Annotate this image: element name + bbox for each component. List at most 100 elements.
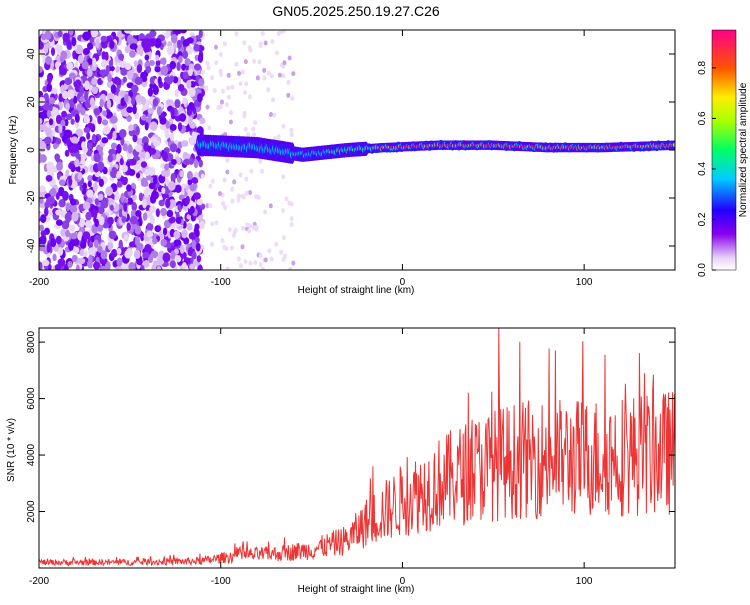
heatmap-cell [263, 40, 268, 46]
heatmap-cell [118, 129, 127, 138]
heatmap-cell [161, 151, 169, 162]
heatmap-cell [134, 236, 140, 246]
snr-panel: -200 -100 0 100 2000 4000 6000 8000 Height of … [6, 327, 676, 595]
heatmap-cell [181, 63, 187, 71]
heatmap-cell [67, 260, 73, 269]
heatmap-cell [214, 60, 219, 66]
heatmap-cell [236, 197, 241, 203]
heatmap-cell [196, 198, 204, 206]
heatmap-cell [39, 224, 45, 232]
heatmap-cell [246, 132, 251, 138]
heatmap-cell [87, 247, 96, 256]
heatmap-cell [58, 199, 66, 208]
heatmap-cell [98, 178, 104, 187]
heatmap-cell [253, 260, 258, 266]
heatmap-cell [128, 261, 136, 270]
heatmap-cell [193, 158, 199, 169]
heatmap-cell [52, 142, 58, 150]
heatmap-cell [133, 249, 141, 260]
heatmap-cell [234, 31, 239, 37]
heatmap-cell [169, 61, 177, 70]
heatmap-cell [122, 110, 129, 117]
heatmap-cell [132, 194, 137, 201]
heatmap-cell [182, 159, 191, 166]
heatmap-cell [266, 87, 271, 93]
heatmap-cell [96, 223, 104, 232]
heatmap-cell [291, 71, 296, 77]
heatmap-cell [75, 128, 84, 138]
heatmap-cell [207, 125, 212, 131]
heatmap-cell [176, 61, 181, 72]
heatmap-cell [281, 256, 286, 262]
heatmap-cell [171, 221, 176, 231]
heatmap-cell [174, 88, 180, 98]
heatmap-cell [115, 77, 122, 86]
heatmap-cell [116, 143, 122, 154]
heatmap-cell [45, 127, 53, 137]
heatmap-cell [236, 193, 241, 199]
heatmap-cell [191, 177, 198, 184]
heatmap-cell [129, 50, 136, 58]
heatmap-cell [225, 157, 230, 163]
heatmap-cell [39, 154, 47, 163]
heatmap-cell [189, 205, 195, 214]
heatmap-cell [79, 249, 84, 257]
heatmap-cell [132, 87, 137, 97]
heatmap-cell [54, 61, 60, 69]
heatmap-cell [182, 39, 190, 47]
heatmap-cell [107, 154, 113, 163]
heatmap-cell [83, 127, 91, 134]
heatmap-cell [70, 118, 75, 125]
heatmap-cell [55, 138, 62, 145]
heatmap-cell [82, 31, 90, 41]
heatmap-cell [132, 104, 137, 115]
heatmap-cell [218, 104, 223, 110]
heatmap-cell [181, 262, 188, 270]
heatmap-cell [173, 239, 182, 246]
heatmap-cell [193, 43, 200, 52]
heatmap-cell [39, 41, 44, 50]
heatmap-cell [289, 216, 294, 222]
heatmap-cell [77, 257, 86, 265]
heatmap-cell [93, 152, 101, 163]
heatmap-cell [39, 261, 43, 270]
heatmap-cell [135, 160, 143, 170]
heatmap-cell [169, 260, 176, 269]
heatmap-cell [93, 108, 101, 116]
heatmap-cell [144, 54, 150, 61]
heatmap-cell [56, 161, 63, 172]
heatmap-cell [78, 218, 86, 228]
heatmap-cell [242, 110, 247, 116]
heatmap-cell [84, 91, 89, 101]
heatmap-cell [110, 248, 118, 258]
heatmap-cell [97, 193, 104, 201]
heatmap-cell [55, 114, 62, 125]
heatmap-cell [271, 97, 276, 103]
heatmap-cell [262, 209, 267, 215]
heatmap-cell [145, 98, 150, 109]
heatmap-cell [289, 127, 294, 133]
heatmap-cell [46, 161, 55, 172]
heatmap-cell [122, 143, 128, 152]
heatmap-cell [159, 123, 168, 131]
spectrogram-x-ticks: -200 -100 0 100 [29, 30, 593, 288]
heatmap-cell [249, 168, 254, 174]
heatmap-cell [118, 239, 123, 250]
spectrogram-y-ticks: -40 -20 0 20 40 [26, 48, 675, 253]
heatmap-cell [128, 158, 137, 166]
heatmap-cell [124, 93, 129, 103]
heatmap-cell [98, 216, 105, 226]
heatmap-cell [220, 99, 225, 105]
heatmap-cell [170, 250, 176, 260]
heatmap-cell [50, 47, 56, 56]
heatmap-cell [224, 246, 229, 252]
heatmap-cell [282, 60, 287, 66]
heatmap-cell [184, 58, 191, 66]
heatmap-cell [160, 207, 167, 217]
heatmap-cell [54, 44, 63, 53]
heatmap-cell [120, 192, 125, 203]
heatmap-cell [171, 158, 177, 166]
heatmap-cell [210, 75, 215, 81]
heatmap-cell [60, 84, 65, 94]
